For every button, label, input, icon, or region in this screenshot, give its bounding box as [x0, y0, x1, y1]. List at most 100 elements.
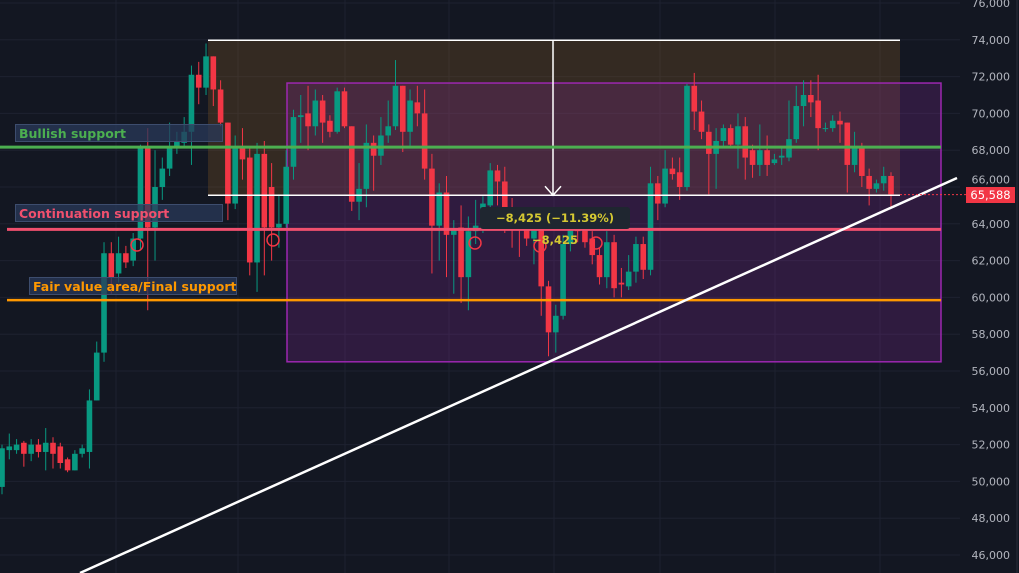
- candle-body: [385, 126, 392, 136]
- candle-body: [676, 172, 683, 187]
- candle-body: [698, 111, 705, 132]
- y-tick-label: 46,000: [972, 549, 1011, 562]
- candle-body: [392, 85, 399, 127]
- candle-body: [450, 229, 457, 235]
- retest-circle-marker: [589, 236, 603, 250]
- candle-body: [210, 56, 217, 90]
- y-tick-label: 76,000: [972, 0, 1011, 10]
- candle-body: [297, 115, 304, 118]
- measure-label: −8,425 (−11.39%) −8,425: [480, 207, 630, 247]
- y-tick-label: 54,000: [972, 402, 1011, 415]
- candle-body: [531, 227, 537, 239]
- candle-body: [21, 442, 27, 454]
- candle-body: [0, 448, 5, 487]
- candle-body: [101, 253, 107, 353]
- candle-body: [370, 142, 377, 156]
- candle-body: [647, 183, 654, 270]
- candle-body: [443, 192, 450, 235]
- candle-body: [246, 157, 253, 263]
- last-price-badge: 65,588: [966, 186, 1015, 203]
- candle-body: [625, 271, 632, 287]
- candle-body: [553, 315, 559, 333]
- candle-body: [144, 146, 151, 228]
- candle-body: [596, 255, 603, 278]
- candle-body: [225, 122, 231, 204]
- candle-body: [13, 444, 20, 451]
- candle-body: [691, 85, 698, 112]
- candle-body: [203, 56, 209, 88]
- candle-body: [137, 146, 144, 239]
- candle-body: [851, 146, 858, 165]
- candle-body: [290, 117, 297, 167]
- retest-circle-marker: [266, 233, 280, 247]
- candle-body: [545, 286, 552, 333]
- bullish-support-label: Bullish support: [15, 124, 223, 142]
- candle-body: [261, 153, 268, 228]
- candle-body: [42, 442, 49, 452]
- candle-body: [778, 155, 785, 158]
- candle-body: [239, 146, 246, 160]
- candle-body: [195, 74, 202, 88]
- candle-body: [341, 91, 348, 127]
- candle-body: [822, 128, 829, 130]
- candle-body: [465, 231, 472, 278]
- candle-body: [633, 244, 639, 272]
- candle-body: [501, 181, 508, 208]
- candle-body: [873, 183, 880, 189]
- candle-body: [829, 120, 836, 129]
- price-axis[interactable]: 76,000 74,000 72,000 70,000 68,000 66,000 64,0…: [972, 0, 1018, 573]
- candle-body: [6, 446, 13, 451]
- candle-body: [844, 122, 851, 165]
- candle-body: [35, 444, 42, 452]
- candle-body: [93, 352, 100, 401]
- candle-body: [523, 227, 530, 239]
- candle-body: [888, 175, 894, 195]
- candle-body: [334, 91, 340, 132]
- candle-body: [319, 100, 326, 123]
- candle-body: [399, 85, 406, 132]
- candle-body: [268, 187, 275, 228]
- candle-body: [407, 100, 413, 132]
- candle-body: [123, 253, 129, 263]
- candle-body: [749, 150, 756, 165]
- candle-body: [86, 400, 93, 452]
- candle-body: [684, 85, 690, 187]
- y-tick-label: 66,000: [972, 174, 1011, 187]
- candle-body: [582, 227, 588, 243]
- candle-body: [866, 175, 872, 189]
- retest-circle-marker: [130, 238, 144, 252]
- y-tick-label: 50,000: [972, 475, 1011, 488]
- y-tick-label: 60,000: [972, 291, 1011, 304]
- candle-body: [327, 120, 333, 132]
- candle-body: [429, 168, 435, 226]
- candle-body: [800, 95, 807, 107]
- continuation-support-label: Continuation support: [15, 204, 223, 222]
- retest-circle-marker: [533, 239, 547, 253]
- candle-body: [72, 453, 78, 471]
- candle-body: [611, 242, 617, 289]
- candle-body: [64, 459, 71, 471]
- candle-body: [567, 227, 574, 245]
- candle-body: [604, 242, 610, 278]
- candle-body: [312, 100, 319, 127]
- candle-body: [159, 168, 166, 187]
- candle-body: [538, 227, 545, 287]
- candle-body: [706, 131, 712, 154]
- candle-body: [487, 170, 494, 206]
- candle-body: [363, 142, 370, 189]
- y-tick-label: 70,000: [972, 107, 1011, 120]
- y-tick-label: 48,000: [972, 512, 1011, 525]
- y-tick-label: 56,000: [972, 365, 1011, 378]
- candle-body: [174, 141, 180, 147]
- candle-body: [618, 282, 625, 285]
- candle-body: [50, 442, 56, 454]
- candle-body: [808, 95, 814, 103]
- candle-body: [655, 183, 661, 204]
- candle-body: [108, 253, 115, 278]
- candle-body: [815, 100, 821, 129]
- candle-body: [880, 175, 887, 184]
- candle-body: [79, 448, 85, 454]
- y-tick-label: 58,000: [972, 328, 1011, 341]
- candle-body: [640, 244, 647, 270]
